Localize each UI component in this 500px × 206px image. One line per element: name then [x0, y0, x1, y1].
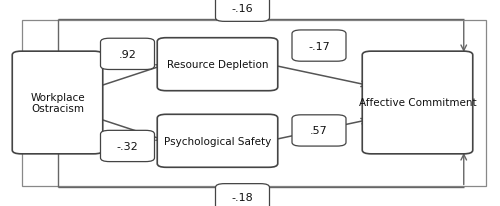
FancyBboxPatch shape	[157, 39, 278, 91]
Text: Workplace
Ostracism: Workplace Ostracism	[30, 92, 85, 114]
FancyBboxPatch shape	[157, 115, 278, 167]
FancyBboxPatch shape	[362, 52, 472, 154]
FancyBboxPatch shape	[12, 52, 103, 154]
Text: .57: .57	[310, 126, 328, 136]
FancyBboxPatch shape	[292, 115, 346, 146]
Text: Psychological Safety: Psychological Safety	[164, 136, 271, 146]
Bar	[22, 21, 485, 186]
Text: Resource Depletion: Resource Depletion	[167, 60, 268, 70]
FancyBboxPatch shape	[292, 31, 346, 62]
Text: Affective Commitment: Affective Commitment	[358, 98, 476, 108]
Text: -.16: -.16	[232, 4, 254, 14]
Text: -.18: -.18	[232, 192, 254, 202]
Text: .92: .92	[118, 50, 136, 60]
FancyBboxPatch shape	[216, 0, 270, 22]
Text: -.32: -.32	[116, 141, 138, 151]
FancyBboxPatch shape	[100, 131, 154, 162]
FancyBboxPatch shape	[216, 184, 270, 206]
Text: -.17: -.17	[308, 41, 330, 51]
FancyBboxPatch shape	[100, 39, 154, 70]
